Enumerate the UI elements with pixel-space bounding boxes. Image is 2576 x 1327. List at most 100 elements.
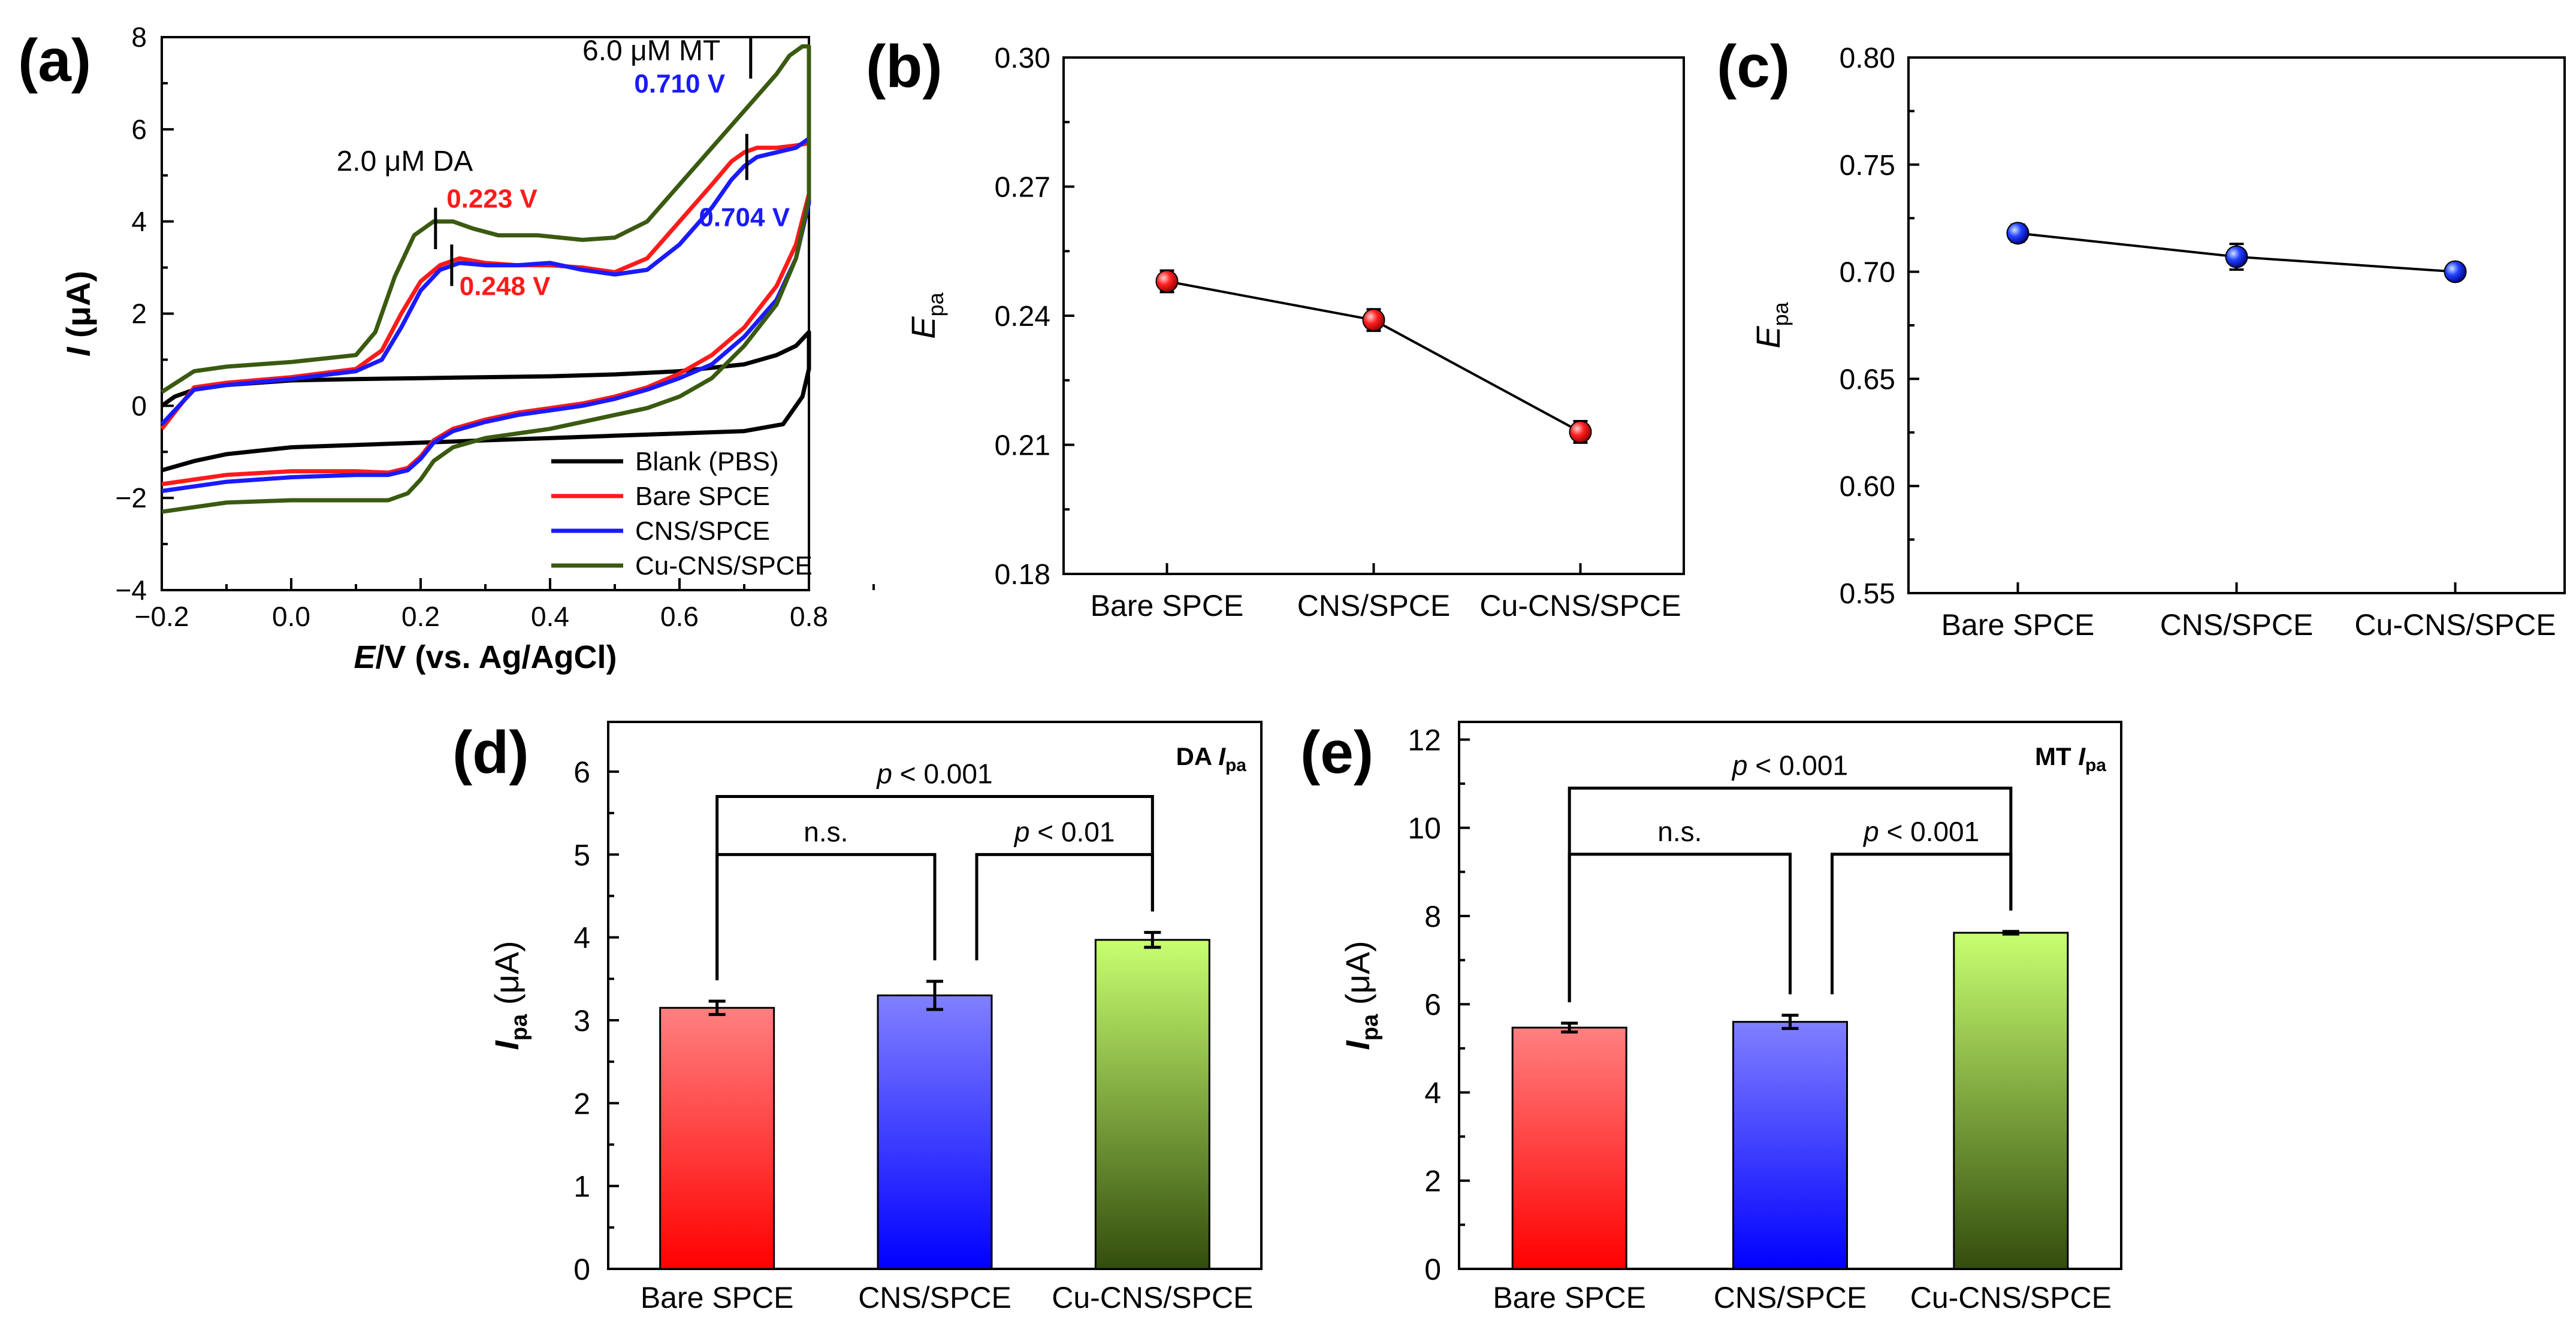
x-tick-label: 0.8 <box>790 601 828 632</box>
y-tick-label: 5 <box>573 838 590 872</box>
bar <box>659 1006 775 1270</box>
y-tick-label: 4 <box>1424 1076 1441 1110</box>
y-tick-label: 0.27 <box>995 172 1050 204</box>
significance-bracket <box>715 795 1154 981</box>
y-axis-label: I (μA) <box>59 271 97 356</box>
significance-bracket <box>1568 786 2013 1002</box>
x-tick-label: CNS/SPCE <box>1297 589 1451 622</box>
x-tick-label: CNS/SPCE <box>2160 608 2314 642</box>
chart-c: Bare SPCE CNS/SPCE Cu-CNS/SPCE 0.55 0.60 0.65… <box>1749 43 2566 642</box>
significance-label: p < 0.001 <box>875 758 992 790</box>
x-tick-label: Bare SPCE <box>641 1281 794 1314</box>
cv-annotation: 0.223 V <box>446 185 537 214</box>
y-tick-label: 1 <box>573 1170 590 1204</box>
data-point <box>2225 245 2248 268</box>
legend-label: Cu-CNS/SPCE <box>635 551 813 581</box>
y-tick-label: 2 <box>573 1087 590 1120</box>
y-tick-label: 8 <box>1424 900 1441 933</box>
cv-curve-1 <box>160 330 811 473</box>
data-point <box>1155 270 1179 293</box>
y-tick-label: 0 <box>573 1253 590 1286</box>
y-tick-label: 6 <box>1424 988 1441 1021</box>
panel-label-c: (c) <box>1717 33 1790 100</box>
cv-annotation: 6.0 μM MT <box>582 35 720 66</box>
y-tick-label: 8 <box>131 22 147 53</box>
chart-title: MT Ipa <box>2035 742 2106 775</box>
significance-label: n.s. <box>1657 816 1702 847</box>
data-point <box>1569 420 1592 443</box>
panel-label-a: (a) <box>18 27 91 94</box>
y-tick-label: 0.55 <box>1840 578 1895 610</box>
epa-frame <box>1907 56 2566 594</box>
cv-annotation: 0.704 V <box>699 202 790 232</box>
data-point <box>2006 222 2030 245</box>
y-tick-label: 0 <box>131 390 147 421</box>
y-tick-label: 0.21 <box>995 430 1050 462</box>
y-tick-label: 4 <box>131 206 147 237</box>
x-tick-label: Cu-CNS/SPCE <box>1910 1281 2112 1314</box>
cv-annotation: 2.0 μM DA <box>337 146 473 177</box>
bar <box>1094 939 1210 1270</box>
x-tick-label: CNS/SPCE <box>1714 1281 1867 1314</box>
y-axis-label: Ipa (μA) <box>488 941 532 1050</box>
y-axis-label: Ipa (μA) <box>1339 941 1383 1050</box>
bar <box>1732 1021 1848 1270</box>
y-tick-label: 12 <box>1408 723 1441 757</box>
y-tick-label: 0.18 <box>995 559 1050 591</box>
x-tick-label: Cu-CNS/SPCE <box>1052 1281 1253 1314</box>
panel-label-e: (e) <box>1300 719 1373 786</box>
y-tick-label: 0.24 <box>995 301 1050 332</box>
x-axis-label: E/V (vs. Ag/AgCl) <box>354 639 617 675</box>
x-tick-label: −0.2 <box>135 601 189 632</box>
chart-b: Bare SPCE CNS/SPCE Cu-CNS/SPCE 0.18 0.21 0.24… <box>904 43 1685 622</box>
bar <box>877 995 993 1270</box>
cv-annotation: 0.710 V <box>634 69 725 98</box>
connect-line <box>1167 280 1581 433</box>
panel-label-b: (b) <box>866 33 943 100</box>
significance-bracket <box>1568 853 1792 1002</box>
significance-bracket <box>715 853 937 981</box>
bar <box>1511 1026 1627 1270</box>
y-tick-label: −2 <box>116 482 147 513</box>
legend-label: CNS/SPCE <box>635 516 770 546</box>
y-tick-label: 0.30 <box>995 43 1050 74</box>
y-tick-label: 0.80 <box>1840 43 1895 74</box>
x-tick-label: Bare SPCE <box>1091 589 1244 622</box>
y-tick-label: 0.70 <box>1840 257 1895 289</box>
cv-curve-3 <box>160 136 811 494</box>
chart-a: −0.2 0.0 0.2 0.4 0.6 0.8 −4 −2 0 2 4 6 8 E/V (vs. Ag/… <box>59 22 875 675</box>
x-tick-label: Cu-CNS/SPCE <box>2354 608 2556 642</box>
x-tick-label: CNS/SPCE <box>858 1281 1011 1314</box>
x-tick-label: Cu-CNS/SPCE <box>1479 589 1681 622</box>
x-tick-label: 0.0 <box>272 601 310 632</box>
x-tick-label: 0.4 <box>531 601 569 632</box>
y-tick-label: 0.60 <box>1840 471 1895 503</box>
cv-annotation: 0.248 V <box>460 272 551 301</box>
significance-label: n.s. <box>804 816 848 847</box>
y-axis-label: Epa <box>1749 301 1793 348</box>
x-tick-label: Bare SPCE <box>1941 608 2095 642</box>
y-tick-label: 2 <box>1424 1165 1441 1198</box>
y-tick-label: 3 <box>573 1004 590 1038</box>
y-tick-label: 6 <box>573 755 590 789</box>
y-tick-label: 0.75 <box>1840 150 1895 182</box>
y-tick-label: 6 <box>131 114 147 145</box>
cv-curve-4 <box>161 44 811 514</box>
data-point <box>1362 309 1385 332</box>
chart-e: 0 2 4 6 8 10 12 Bare SPCE CNS/SPCE Cu-CNS/SPCE n.s… <box>1339 721 2122 1314</box>
significance-label: p < 0.001 <box>1731 749 1848 781</box>
significance-label: p < 0.001 <box>1862 816 1979 847</box>
y-tick-label: 0 <box>1424 1253 1441 1286</box>
y-tick-label: 4 <box>573 921 590 955</box>
legend-label: Blank (PBS) <box>635 447 779 476</box>
x-tick-label: 0.6 <box>660 601 699 632</box>
chart-d: 0 1 2 3 4 5 6 Bare SPCE CNS/SPCE Cu-CNS/SPCE n.s. p… <box>488 721 1263 1314</box>
y-tick-label: −4 <box>116 575 147 606</box>
x-tick-label: Bare SPCE <box>1493 1281 1646 1314</box>
data-point <box>2444 260 2467 283</box>
panel-label-d: (d) <box>452 719 529 786</box>
y-tick-label: 0.65 <box>1840 364 1895 395</box>
legend-label: Bare SPCE <box>635 482 770 511</box>
bar <box>1953 932 2069 1270</box>
